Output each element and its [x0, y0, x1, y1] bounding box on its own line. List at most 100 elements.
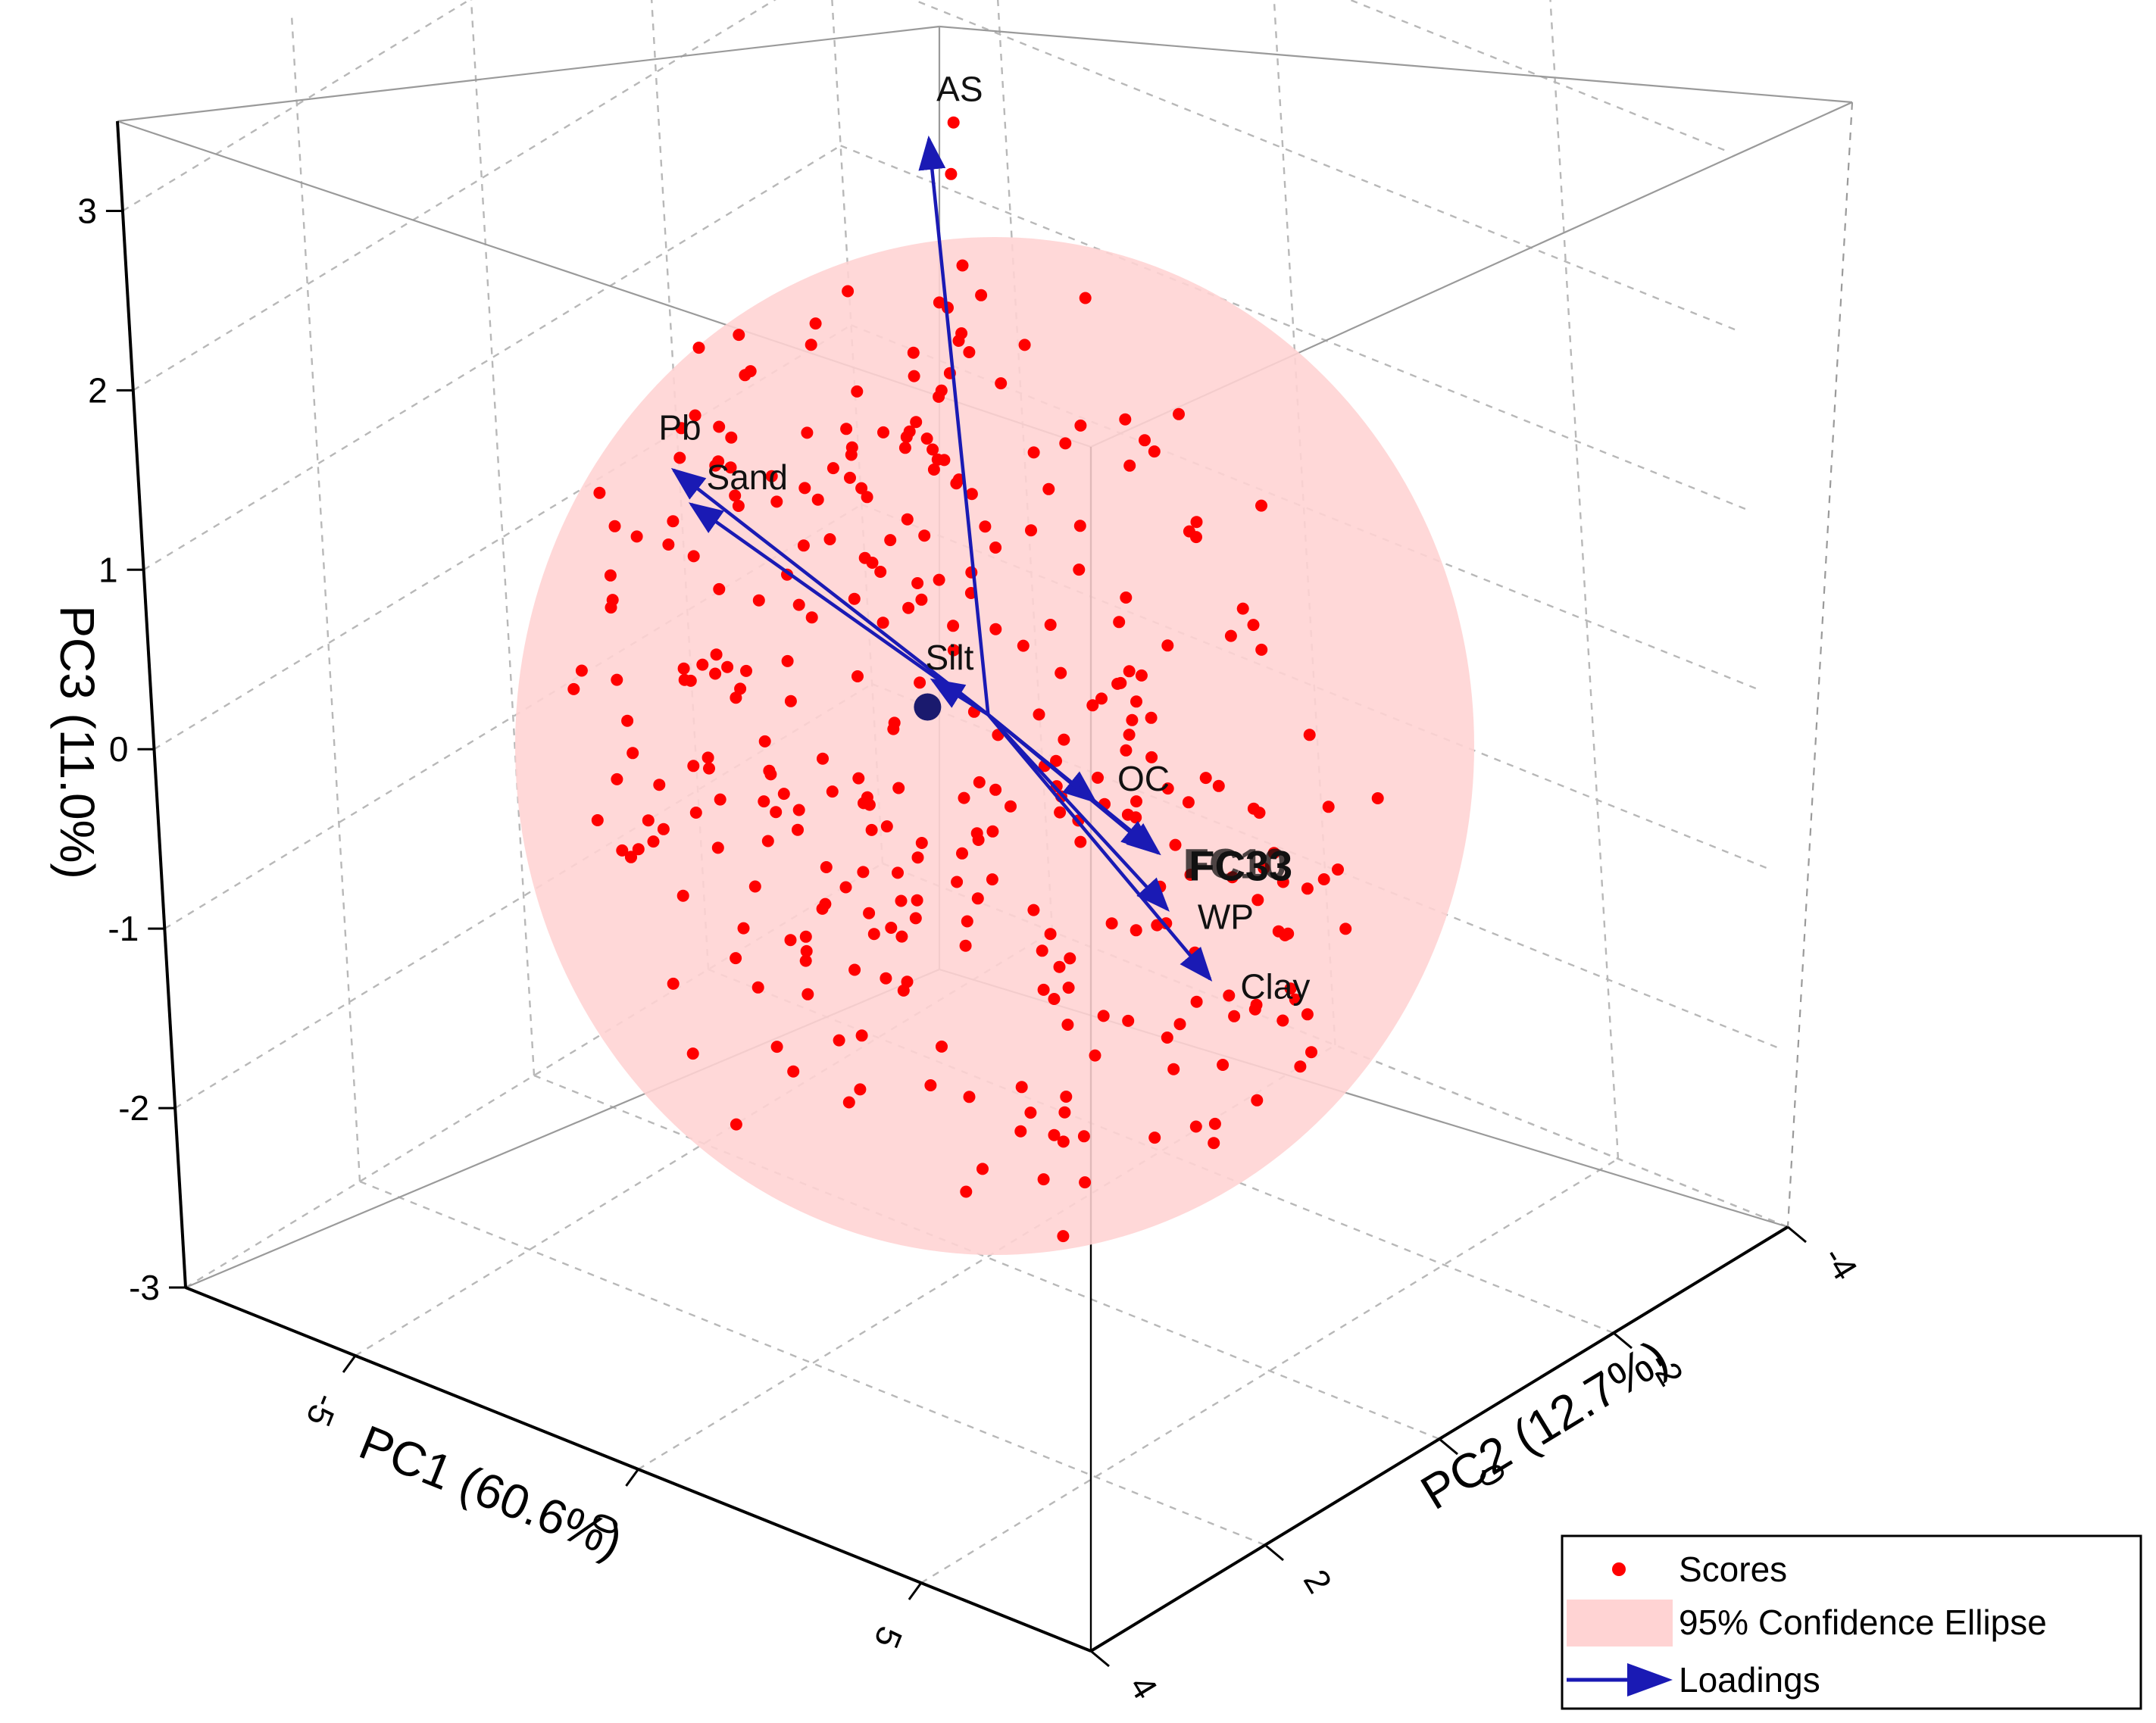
score-point [989, 783, 1002, 796]
score-point [1161, 639, 1174, 652]
x-tick-label: 5 [867, 1621, 911, 1653]
score-point [673, 451, 686, 464]
grid-line-y [290, 14, 361, 1182]
score-point [963, 1091, 976, 1103]
score-point [684, 674, 697, 687]
score-point [1184, 869, 1197, 881]
score-point [740, 664, 752, 677]
score-point [958, 791, 970, 804]
score-point [763, 764, 776, 777]
y-tick-label: 4 [1122, 1668, 1166, 1706]
score-point [1276, 876, 1289, 888]
score-point [1027, 904, 1040, 916]
score-point [1044, 619, 1057, 631]
score-point [902, 601, 915, 614]
score-point [799, 954, 812, 967]
score-point [1054, 806, 1067, 819]
box-right-edge [1786, 101, 1854, 1228]
score-point [611, 673, 623, 686]
score-point [848, 963, 861, 976]
score-point [1017, 639, 1030, 652]
score-point [696, 658, 709, 671]
score-point [820, 861, 833, 873]
score-point [826, 785, 839, 798]
score-point [1167, 1063, 1180, 1075]
score-point [1145, 751, 1158, 763]
score-point [1044, 928, 1057, 941]
score-point [1208, 1117, 1221, 1130]
score-point [748, 880, 761, 893]
score-point [959, 939, 972, 952]
y-tick [1613, 1331, 1633, 1350]
score-point [1048, 993, 1061, 1005]
score-point [903, 425, 916, 438]
score-point [1113, 616, 1126, 629]
score-point [686, 1047, 699, 1060]
y-tick-label: -4 [1816, 1240, 1866, 1287]
score-point [1120, 744, 1133, 757]
score-point [1064, 952, 1076, 965]
score-point [1123, 665, 1136, 678]
score-point [1251, 894, 1264, 907]
score-point [751, 981, 764, 994]
score-point [662, 538, 675, 551]
score-point [1092, 771, 1104, 784]
score-point [703, 762, 715, 775]
y-axis-title: PC2 (12.7%) [1411, 1329, 1676, 1520]
score-point [911, 577, 924, 589]
score-point [1267, 847, 1280, 860]
score-point [995, 377, 1008, 390]
score-point [1042, 482, 1055, 495]
score-point [621, 714, 634, 727]
score-point [867, 928, 880, 941]
score-point [1123, 459, 1136, 472]
score-point [1151, 919, 1164, 932]
confidence-ellipse [515, 237, 1474, 1255]
score-point [667, 977, 680, 990]
score-point [1236, 602, 1249, 615]
score-point [1317, 873, 1330, 885]
score-point [1371, 792, 1384, 804]
score-point [1217, 1059, 1230, 1071]
score-point [926, 443, 939, 456]
legend-scores-marker [1612, 1562, 1626, 1576]
score-point [851, 670, 864, 682]
score-point [1339, 922, 1352, 935]
score-point [1074, 419, 1087, 432]
score-point [797, 539, 810, 552]
score-point [960, 1185, 973, 1198]
score-point [1005, 800, 1017, 813]
score-point [892, 782, 905, 794]
score-point [712, 455, 725, 468]
score-point [924, 1079, 937, 1091]
score-point [884, 534, 897, 547]
score-point [1139, 434, 1151, 447]
score-point [951, 876, 964, 888]
score-point [885, 922, 898, 934]
score-point [1036, 944, 1048, 957]
score-point [947, 620, 960, 632]
score-point [1086, 699, 1099, 712]
score-point [689, 409, 701, 422]
score-point [732, 500, 745, 512]
score-point [1301, 1008, 1314, 1021]
score-point [724, 461, 737, 474]
score-point [1190, 516, 1203, 529]
score-point [616, 844, 629, 857]
loading-arrow-clay [986, 713, 1213, 982]
score-point [895, 930, 908, 943]
score-point [758, 795, 770, 808]
score-point [989, 542, 1002, 554]
score-point [1305, 1046, 1317, 1059]
score-point [947, 644, 960, 657]
score-point [1057, 1230, 1070, 1243]
score-point [876, 616, 889, 629]
score-point [914, 676, 926, 689]
score-point [975, 289, 988, 301]
score-points [567, 116, 1384, 1243]
score-point [880, 820, 893, 833]
z-tick-label: -1 [108, 909, 139, 948]
score-point [1276, 1014, 1289, 1027]
score-point [657, 822, 670, 835]
score-point [989, 623, 1002, 635]
